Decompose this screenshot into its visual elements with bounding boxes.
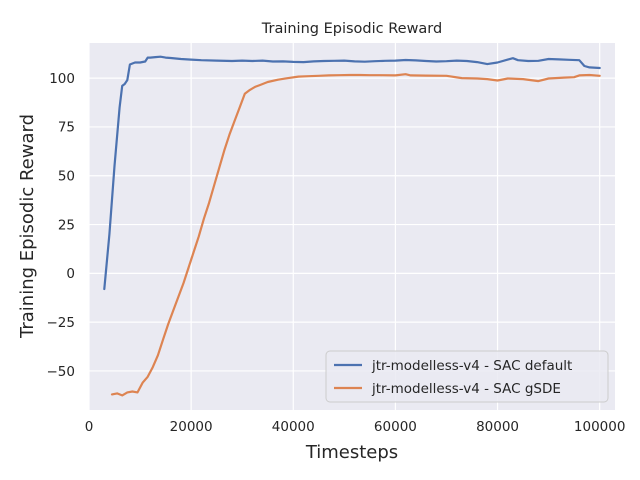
x-axis-ticks: 0 20000 40000 60000 80000 100000 <box>85 419 626 435</box>
x-tick-label: 60000 <box>374 419 417 435</box>
series-layer <box>103 55 601 397</box>
x-tick-label: 0 <box>85 419 94 435</box>
y-tick-label: −50 <box>47 364 76 380</box>
y-tick-label: 75 <box>58 120 75 136</box>
y-tick-label: 0 <box>66 266 75 282</box>
chart-title: Training Episodic Reward <box>261 21 442 37</box>
x-tick-label: 40000 <box>272 419 315 435</box>
legend-box <box>325 350 609 403</box>
legend: jtr-modelless-v4 - SAC default jtr-modell… <box>325 350 609 403</box>
x-tick-label: 20000 <box>170 419 213 435</box>
legend-label: jtr-modelless-v4 - SAC default <box>371 358 572 374</box>
y-tick-label: 100 <box>49 71 75 87</box>
y-axis-label: Training Episodic Reward <box>17 114 38 339</box>
y-tick-label: −25 <box>47 315 76 331</box>
y-tick-label: 50 <box>58 169 75 185</box>
plot-area <box>89 43 615 410</box>
legend-label: jtr-modelless-v4 - SAC gSDE <box>371 381 561 397</box>
y-tick-label: 25 <box>58 217 75 233</box>
series-line-2 <box>110 73 601 397</box>
x-axis-label: Timesteps <box>305 442 398 463</box>
x-tick-label: 100000 <box>574 419 626 435</box>
y-axis-ticks: −50 −25 0 25 50 75 100 <box>47 71 76 380</box>
x-tick-label: 80000 <box>476 419 519 435</box>
series-line-1 <box>103 55 601 291</box>
